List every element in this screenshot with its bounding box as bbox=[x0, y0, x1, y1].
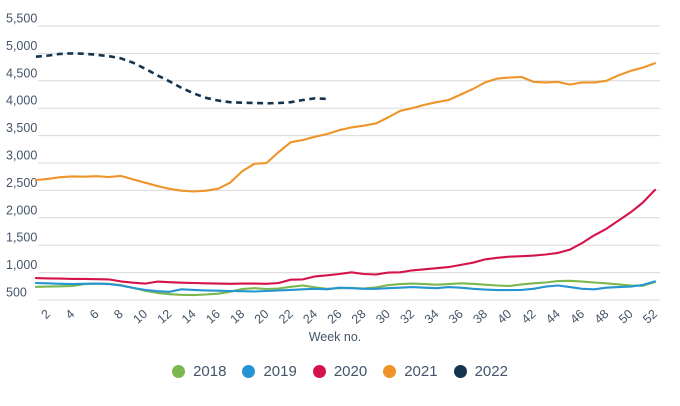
x-tick-label: 4 bbox=[63, 307, 78, 322]
legend-dot-2022 bbox=[453, 365, 467, 378]
x-tick-label: 22 bbox=[276, 307, 296, 327]
y-tick-label: 2,000 bbox=[6, 203, 37, 217]
legend-label: 2019 bbox=[263, 363, 297, 380]
x-axis-title: Week no. bbox=[309, 330, 362, 344]
legend-label: 2018 bbox=[193, 363, 227, 380]
series-line-2019 bbox=[34, 280, 657, 293]
x-tick-label: 26 bbox=[325, 307, 345, 327]
chart-canvas: 500 1,000 1,500 2,000 2,500 3,000 3,500 4,000 4,… bbox=[6, 12, 660, 345]
line-chart: 500 1,000 1,500 2,000 2,500 3,000 3,500 4,000 4,… bbox=[6, 12, 660, 381]
legend-dot-2019 bbox=[242, 365, 256, 378]
x-tick-label: 50 bbox=[616, 307, 636, 327]
x-tick-label: 52 bbox=[640, 307, 660, 327]
x-tick-label: 48 bbox=[592, 307, 612, 327]
legend-label: 2020 bbox=[333, 363, 368, 380]
x-tick-label: 16 bbox=[203, 307, 223, 327]
x-tick-label: 46 bbox=[567, 307, 587, 327]
x-tick-label: 40 bbox=[495, 307, 515, 327]
y-tick-label: 1,500 bbox=[6, 231, 37, 245]
x-tick-label: 30 bbox=[373, 307, 393, 327]
x-tick-label: 14 bbox=[179, 307, 199, 327]
legend-item-2021: 2021 bbox=[383, 363, 438, 380]
legend-item-2019: 2019 bbox=[242, 363, 297, 380]
legend-dot-2021 bbox=[383, 365, 397, 378]
x-tick-label: 38 bbox=[470, 307, 490, 327]
x-tick-label: 12 bbox=[155, 307, 175, 327]
legend-label: 2022 bbox=[474, 363, 508, 380]
y-tick-label: 2,500 bbox=[6, 176, 37, 190]
legend-dot-2018 bbox=[172, 365, 186, 378]
y-tick-label: 5,500 bbox=[6, 12, 37, 26]
x-tick-label: 2 bbox=[38, 307, 53, 322]
x-tick-label: 10 bbox=[130, 307, 150, 327]
gridlines bbox=[38, 25, 660, 301]
x-tick-label: 42 bbox=[519, 307, 539, 327]
series-line-2020 bbox=[34, 188, 657, 285]
y-tick-label: 3,500 bbox=[6, 121, 37, 135]
legend-dot-2020 bbox=[312, 365, 326, 378]
x-tick-label: 44 bbox=[543, 307, 563, 327]
x-tick-label: 24 bbox=[300, 307, 320, 327]
x-tick-label: 20 bbox=[252, 307, 272, 327]
legend-item-2020: 2020 bbox=[312, 363, 368, 380]
y-tick-label: 4,500 bbox=[6, 66, 37, 80]
y-tick-label: 3,000 bbox=[6, 149, 37, 163]
legend-item-2022: 2022 bbox=[453, 363, 508, 380]
x-tick-label: 18 bbox=[228, 307, 248, 327]
x-tick-label: 8 bbox=[111, 307, 126, 322]
y-tick-label: 4,000 bbox=[6, 94, 37, 108]
y-tick-label: 500 bbox=[6, 286, 27, 300]
x-tick-label: 28 bbox=[349, 307, 369, 327]
y-axis-tick-labels: 500 1,000 1,500 2,000 2,500 3,000 3,500 4,000 4,… bbox=[6, 12, 37, 300]
chart-legend: 2018 2019 2020 2021 2022 bbox=[0, 363, 680, 380]
series-line-2021 bbox=[34, 62, 657, 193]
x-tick-label: 6 bbox=[87, 307, 102, 322]
x-tick-label: 34 bbox=[422, 307, 442, 327]
y-tick-label: 5,000 bbox=[6, 39, 37, 53]
series-line-2022 bbox=[35, 52, 328, 105]
y-tick-label: 1,000 bbox=[6, 258, 37, 272]
x-tick-label: 32 bbox=[398, 307, 418, 327]
x-tick-label: 36 bbox=[446, 307, 466, 327]
series-lines bbox=[34, 52, 657, 297]
x-axis-tick-labels: 2 4 6 8 10 12 14 16 18 20 22 24 26 28 30 32 34 36 38 40 42 44… bbox=[38, 307, 660, 327]
legend-item-2018: 2018 bbox=[172, 363, 226, 380]
legend-label: 2021 bbox=[404, 363, 438, 380]
